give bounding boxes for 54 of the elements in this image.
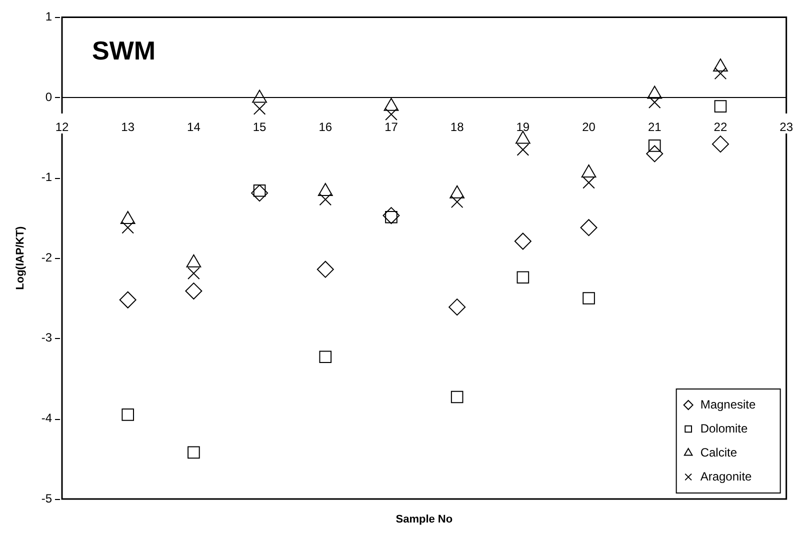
point: [582, 176, 595, 189]
point: [251, 184, 268, 202]
x-tick-label: 20: [582, 120, 596, 134]
point: [385, 108, 398, 121]
x-tick-label: 17: [384, 120, 398, 134]
point: [714, 100, 727, 112]
point: [582, 292, 595, 304]
point: [712, 136, 729, 153]
y-tick-label: -4: [41, 411, 52, 426]
y-axis-title: Log(IAP/KT): [14, 226, 27, 290]
point: [319, 193, 332, 206]
point: [516, 144, 530, 156]
point: [450, 390, 464, 404]
point: [253, 102, 266, 115]
text: SWM: [92, 35, 156, 66]
y-tick-label: 0: [45, 90, 52, 104]
point: [580, 219, 598, 236]
point: [514, 232, 532, 250]
y-tick-label: -3: [41, 330, 52, 345]
point: [122, 221, 134, 234]
x-axis-title: Sample No: [396, 514, 453, 526]
legend-label: Calcite: [700, 445, 738, 460]
point: [319, 350, 332, 364]
x-tick-label: 22: [714, 120, 728, 134]
point: [382, 207, 400, 224]
point: [516, 271, 530, 284]
point: [450, 196, 464, 208]
x-tick-label: 12: [55, 120, 69, 134]
legend-label: Dolomite: [700, 421, 748, 436]
x-tick-label: 15: [252, 120, 267, 134]
legend-label: Aragonite: [700, 469, 752, 484]
x-tick-label: 14: [187, 120, 201, 134]
x-tick-label: 18: [450, 120, 464, 134]
x-tick-label: 13: [121, 120, 135, 134]
point: [646, 145, 664, 162]
point: [448, 298, 466, 316]
point: [648, 140, 661, 152]
x-tick-label: 19: [516, 120, 530, 134]
point: [185, 282, 202, 300]
point: [188, 267, 200, 280]
point: [714, 67, 727, 80]
y-tick-label: -1: [41, 170, 52, 184]
x-tick-label: 23: [780, 120, 794, 134]
point: [119, 291, 136, 308]
y-tick-label: -5: [41, 491, 52, 506]
point: [648, 96, 661, 108]
y-tick-label: 1: [45, 10, 52, 24]
y-tick-label: -2: [41, 250, 52, 264]
point: [188, 446, 200, 459]
point: [122, 408, 134, 421]
legend-label: Magnesite: [700, 397, 756, 412]
x-tick-label: 16: [318, 120, 332, 134]
point: [316, 260, 334, 278]
x-tick-label: 21: [648, 120, 662, 134]
